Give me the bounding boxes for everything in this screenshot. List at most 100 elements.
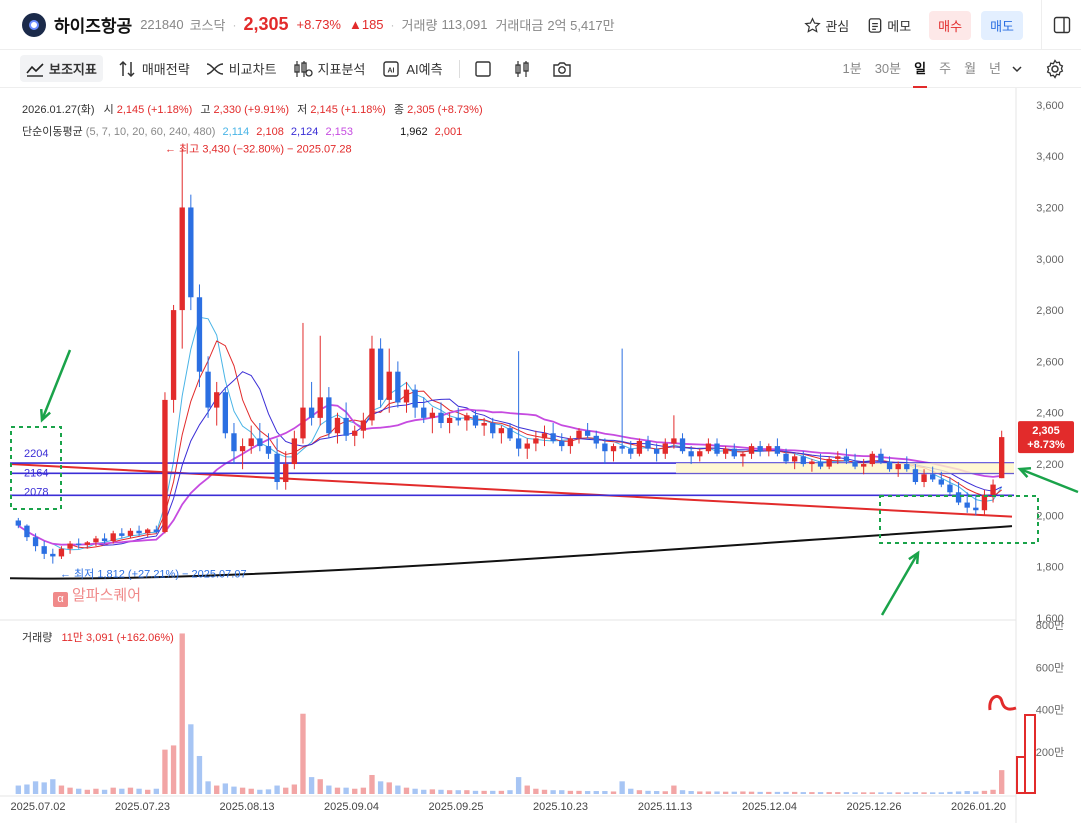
period-year[interactable]: 년: [989, 61, 1001, 76]
volume-bar: [352, 788, 358, 794]
candle-body: [783, 453, 789, 462]
volume-bar: [15, 785, 21, 794]
volume-bar: [214, 785, 220, 794]
volume-bar: [602, 791, 608, 794]
candle-body: [688, 451, 694, 457]
ma-value-4: 2,153: [325, 126, 354, 138]
volume-value: 113,091: [441, 17, 488, 32]
close-value: 2,305 (+8.73%): [407, 104, 483, 116]
date-tick-label: 2026.01.20: [951, 801, 1006, 813]
svg-text:AI: AI: [388, 67, 395, 74]
square-icon: [474, 60, 491, 77]
candle-body: [584, 430, 591, 436]
price-tag-percent: +8.73%: [1027, 439, 1065, 451]
header: 하이즈항공 221840 코스닥 · 2,305 +8.73% ▲185 · 거…: [0, 0, 1081, 50]
volume-bar: [541, 789, 548, 794]
volume-bar: [93, 788, 99, 794]
volume-bar: [32, 781, 39, 794]
volume-bar: [731, 791, 737, 794]
volume-bar: [110, 787, 116, 794]
price-volume-chart[interactable]: 1,600 1,800 2,000 2,200 2,400 2,600 2,800 3,000…: [0, 88, 1081, 823]
volume-bar: [248, 788, 254, 794]
candle-body: [179, 207, 185, 311]
candle-body: [766, 446, 772, 452]
volume-bar: [800, 792, 806, 794]
analysis-button[interactable]: 지표분석: [293, 59, 365, 78]
volume-bar: [334, 787, 341, 794]
period-week[interactable]: 주: [939, 61, 952, 76]
market-name: 코스닥: [189, 18, 226, 33]
trade-amount-value: 2억 5,417만: [547, 18, 615, 33]
ma-legend[interactable]: 단순이동평균 (5, 7, 10, 20, 60, 240, 480) 2,11…: [22, 123, 462, 139]
chevron-down-icon[interactable]: [1011, 63, 1023, 75]
period-month[interactable]: 월: [964, 61, 977, 76]
markup-arrow-bottom-head: [908, 550, 920, 565]
volume-bar: [843, 792, 850, 794]
date-tick-label: 2025.07.02: [10, 801, 65, 813]
strategy-button[interactable]: 매매전략: [119, 59, 190, 78]
candle-body: [774, 446, 781, 454]
panel-toggle-button[interactable]: [1041, 0, 1081, 50]
candle-body: [214, 392, 220, 408]
volume-bar: [317, 779, 323, 794]
volume-bar: [429, 789, 436, 794]
candle-body: [386, 371, 392, 400]
level-label: 2204: [24, 448, 48, 460]
volume-bar: [300, 713, 306, 794]
chart-area[interactable]: 1,600 1,800 2,000 2,200 2,400 2,600 2,800 3,000…: [0, 88, 1081, 823]
indicator-button[interactable]: 보조지표: [20, 55, 103, 82]
candle-body: [593, 435, 599, 444]
volume-bar: [671, 785, 677, 794]
candle-body: [317, 397, 323, 418]
ai-predict-button[interactable]: AI AI예측: [381, 59, 443, 79]
compare-button[interactable]: 비교차트: [206, 59, 277, 78]
trade-amount-label: 거래대금: [495, 18, 544, 33]
ohlc-legend: 2026.01.27(화) 시 2,145 (+1.18%) 고 2,330 (…: [22, 101, 483, 117]
candle-body: [886, 461, 893, 470]
candle-body: [93, 538, 99, 543]
compare-icon: [206, 62, 223, 75]
sell-button[interactable]: 매도: [981, 10, 1023, 40]
header-actions: 관심 메모 매수 매도: [804, 0, 1081, 50]
memo-button[interactable]: 메모: [867, 16, 911, 35]
gear-icon[interactable]: [1045, 59, 1065, 79]
volume-bar: [76, 788, 82, 794]
screenshot-button[interactable]: [552, 60, 577, 78]
markup-box-right: [879, 495, 1039, 544]
candle-body: [248, 438, 254, 447]
low-annotation: ← 최저 1,812 (+27.21%) − 2025.07.07: [60, 568, 247, 581]
candle-body: [265, 446, 272, 454]
volume-bar: [438, 789, 444, 794]
volume-bar: [403, 787, 410, 794]
price-tag-price: 2,305: [1032, 425, 1060, 437]
candle-type-button[interactable]: [513, 60, 536, 78]
candle-body: [567, 438, 574, 447]
volume-bar: [550, 790, 556, 794]
volume-legend-value: 11만 3,091 (+162.06%): [61, 632, 174, 644]
period-day[interactable]: 일: [913, 50, 928, 88]
markup-arrow-bottom: [880, 552, 920, 616]
volume-bar: [973, 791, 979, 794]
watch-button[interactable]: 관심: [804, 16, 849, 35]
volume-bar: [981, 790, 988, 794]
period-1min[interactable]: 1분: [842, 61, 862, 76]
volume-bar: [722, 791, 729, 794]
level-label: 2078: [24, 486, 48, 498]
volume-tick-label: 200만: [1036, 746, 1064, 759]
volume-bar: [145, 789, 151, 794]
candle-body: [999, 437, 1005, 479]
buy-button[interactable]: 매수: [929, 10, 972, 40]
volume-bar: [490, 790, 496, 794]
low-label: 저: [297, 104, 308, 116]
candle-body: [239, 446, 246, 452]
change-amount: ▲185: [348, 17, 384, 32]
candle-body: [533, 438, 539, 444]
candle-body: [76, 543, 82, 545]
date-tick-label: 2025.11.13: [638, 801, 692, 813]
ma-label: 단순이동평균: [22, 126, 83, 138]
rectangle-tool-button[interactable]: [474, 60, 497, 78]
volume-bar: [188, 724, 194, 794]
period-30min[interactable]: 30분: [874, 61, 902, 76]
candle-body: [403, 389, 410, 403]
candle-body: [429, 412, 436, 418]
